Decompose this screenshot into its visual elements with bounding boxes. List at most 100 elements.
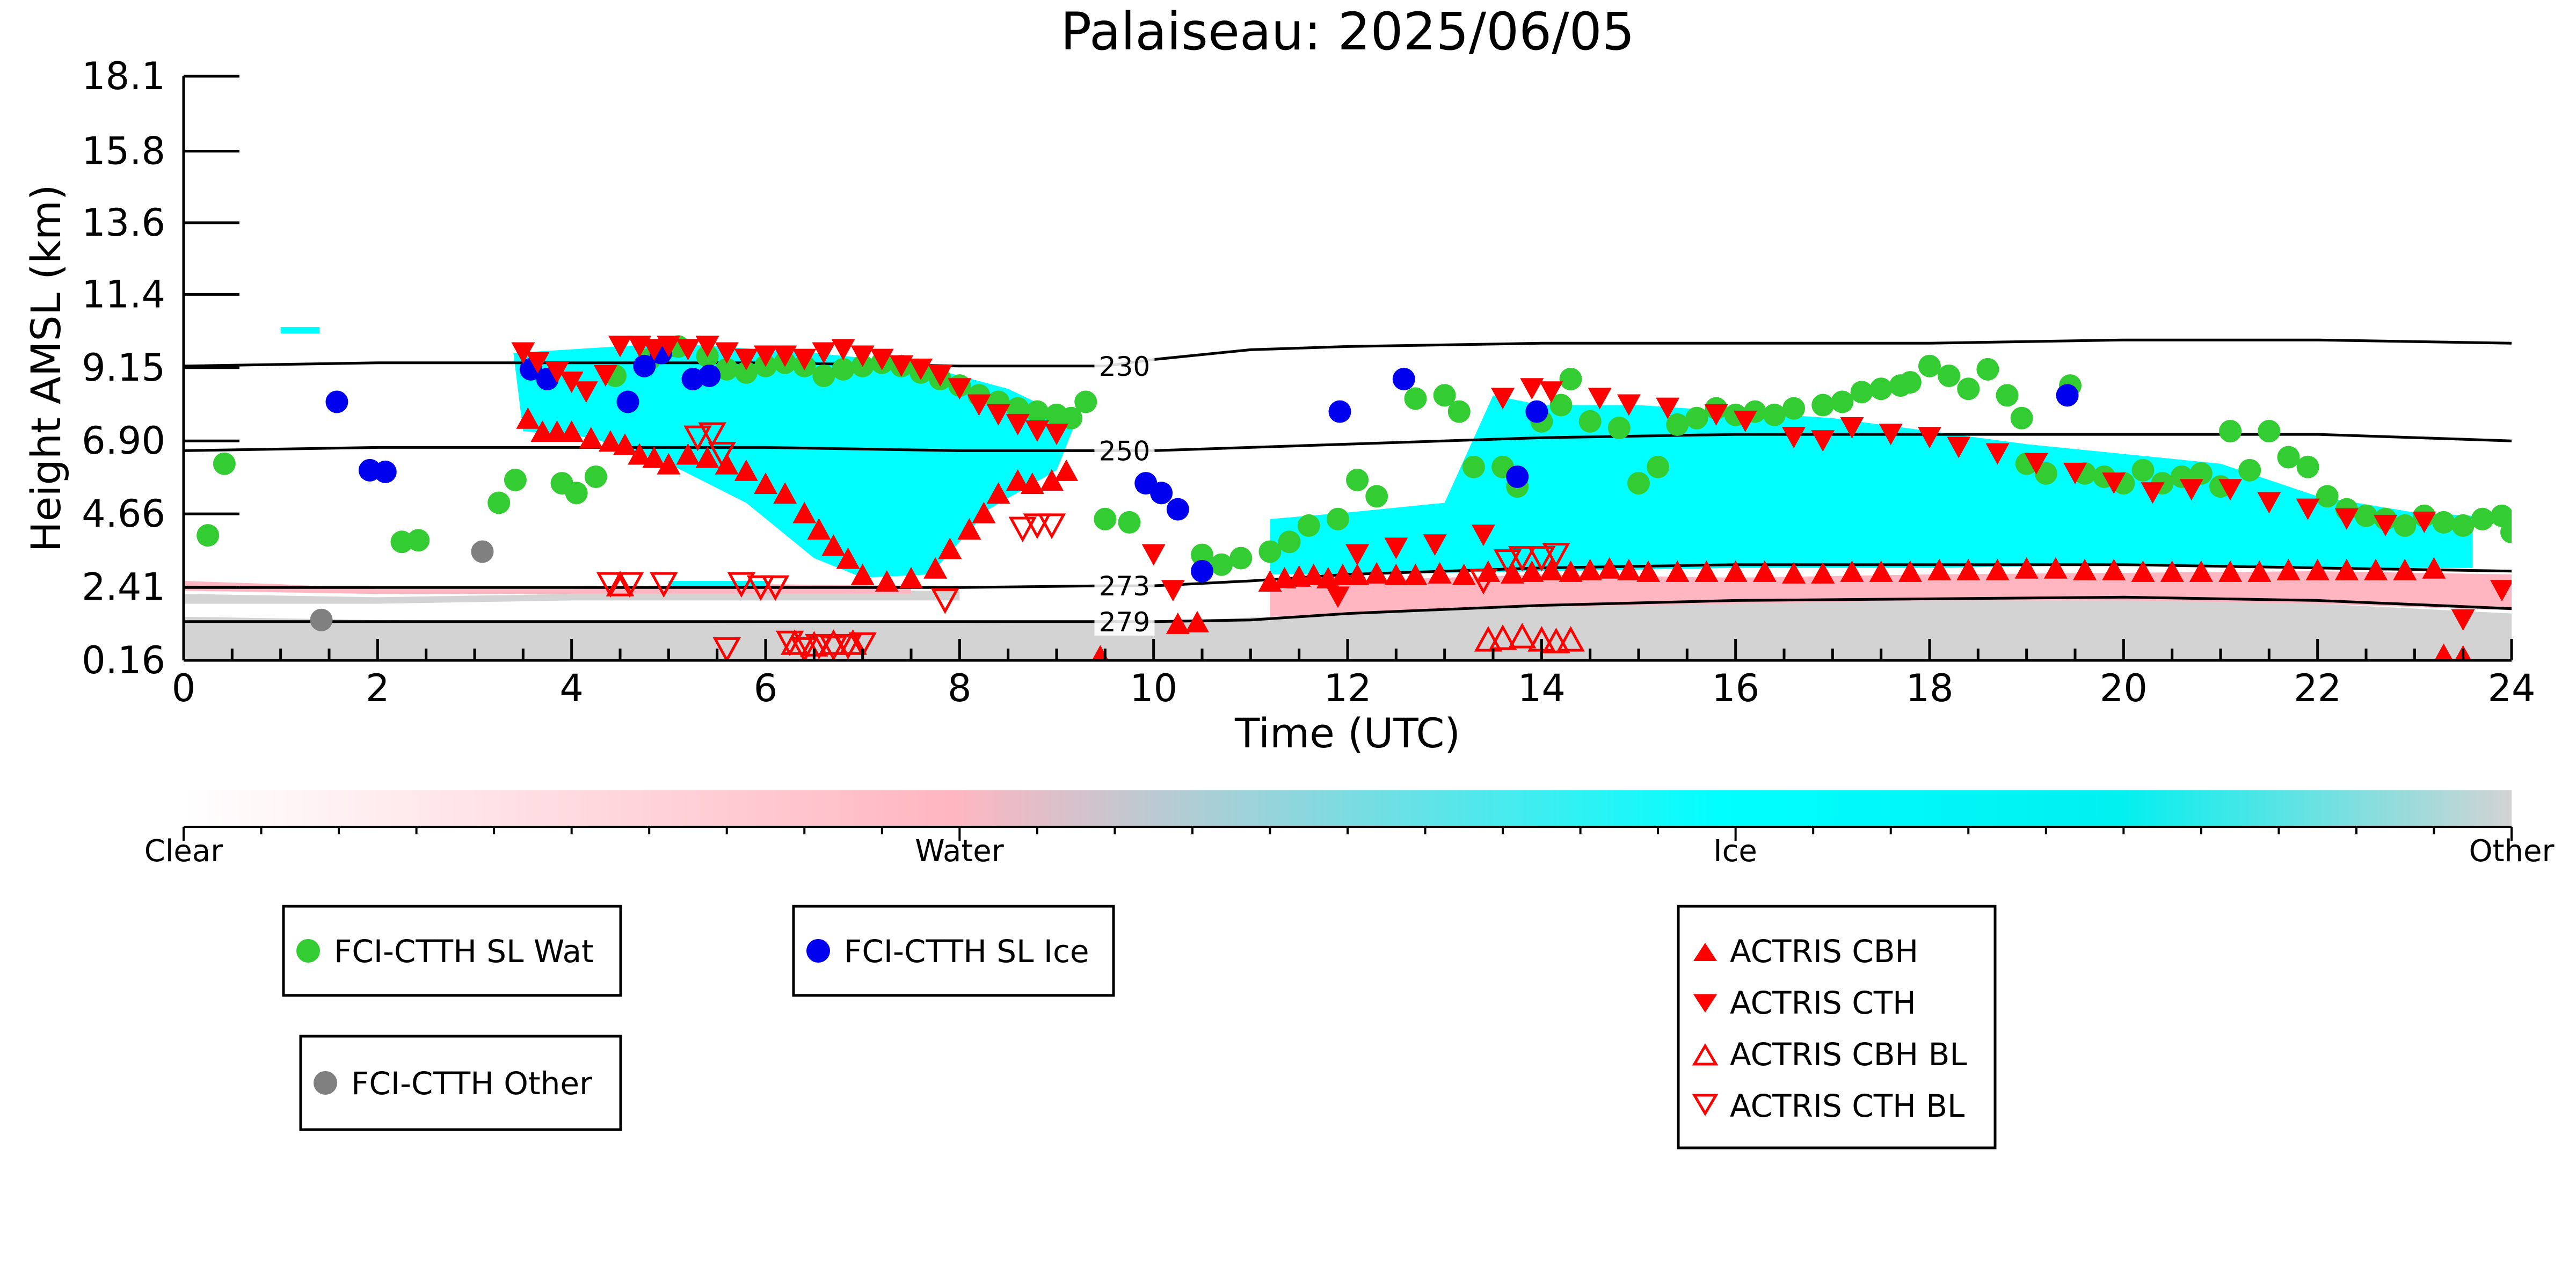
data-point [676, 443, 700, 465]
data-point [650, 572, 678, 598]
data-point [1384, 537, 1408, 559]
legend-cth-bl-marker [1692, 1094, 1719, 1116]
data-point [1840, 560, 1864, 582]
data-point [1023, 513, 1052, 540]
data-point [819, 635, 848, 660]
data-point [2010, 406, 2033, 430]
data-point [2296, 498, 2320, 520]
data-point [615, 572, 644, 598]
colorbar-ticks [183, 827, 2513, 841]
data-point [374, 460, 397, 483]
data-point [834, 634, 862, 660]
data-point [1694, 560, 1719, 582]
data-point [1074, 390, 1097, 413]
contour-250 [184, 433, 2512, 452]
data-point [790, 637, 819, 660]
ice-region-small [280, 326, 319, 334]
colorbar [184, 790, 2512, 827]
data-point [715, 342, 739, 364]
data-point [1763, 403, 1786, 426]
data-point [986, 482, 1010, 504]
x-tick-label: 14 [1518, 666, 1566, 710]
y-tick-label: 15.8 [82, 129, 165, 173]
data-point [2218, 479, 2243, 501]
temperature-contours: 230 250 273 279 [184, 338, 2512, 638]
data-point [1811, 430, 1835, 452]
data-point [923, 557, 948, 579]
data-point [1947, 436, 1971, 459]
contour-label-279: 279 [1099, 607, 1150, 638]
other-region-upper [184, 591, 960, 604]
data-point [1647, 455, 1670, 478]
data-point [2334, 558, 2359, 580]
y-tick-label: 9.15 [82, 346, 165, 390]
colorbar-label-ice: Ice [1713, 834, 1757, 869]
data-point [616, 390, 639, 413]
data-point [1506, 465, 1529, 488]
data-point [676, 339, 700, 361]
colorbar-label-other: Other [2469, 834, 2555, 869]
data-point [1006, 413, 1030, 435]
legend-cbh-bl-marker [1692, 1043, 1719, 1066]
data-point [593, 365, 617, 387]
data-point [2131, 459, 2155, 482]
data-point [1045, 424, 1068, 446]
data-point [698, 364, 721, 387]
contour-label-bg [1094, 570, 1155, 600]
data-point [559, 420, 584, 442]
legend-ice-marker [806, 939, 830, 963]
data-point [1927, 558, 1952, 580]
data-point [526, 352, 550, 374]
data-point [584, 465, 607, 488]
data-point [773, 345, 797, 367]
data-point [2257, 492, 2281, 514]
data-point [1520, 560, 1544, 582]
data-point [1559, 560, 1583, 582]
data-point [2218, 560, 2243, 582]
chart-title: Palaiseau: 2025/06/05 [1060, 2, 1635, 62]
data-point [1345, 563, 1370, 585]
data-point [1542, 543, 1570, 569]
data-point [1150, 482, 1173, 505]
data-point [2034, 462, 2057, 485]
legend-cth-bl-label: ACTRIS CTH BL [1730, 1088, 1964, 1124]
data-point [598, 430, 622, 452]
data-point [746, 575, 775, 601]
data-point [1578, 558, 1602, 580]
legend-other-marker [314, 1071, 337, 1095]
colorbar-label-clear: Clear [144, 834, 223, 869]
data-point [1326, 507, 1349, 530]
data-point [1578, 410, 1602, 433]
x-tick-label: 2 [366, 666, 390, 710]
data-point [2490, 504, 2512, 527]
data-point [1423, 534, 1447, 556]
contour-label-250: 250 [1099, 435, 1150, 467]
data-point [2238, 459, 2261, 482]
data-point [1469, 569, 1498, 595]
data-point [1617, 558, 1641, 580]
data-point [1918, 427, 1941, 449]
data-point [2305, 558, 2330, 580]
data-point [1054, 459, 1079, 481]
data-point [683, 425, 712, 452]
data-point [1666, 413, 1689, 436]
data-point [1404, 387, 1427, 410]
data-point [1588, 388, 1612, 410]
data-point [805, 634, 833, 660]
data-point [1141, 544, 1166, 566]
data-point [1039, 469, 1064, 491]
x-tick-label: 24 [2487, 666, 2535, 710]
data-point [2276, 558, 2301, 580]
legend-cbh-marker [1693, 943, 1717, 961]
data-point [754, 345, 777, 367]
data-point [1474, 626, 1503, 652]
data-point [1210, 553, 1233, 576]
data-point [504, 469, 527, 492]
data-point [1782, 562, 1806, 584]
data-point [2179, 479, 2203, 501]
data-point [695, 446, 719, 468]
legend-cth-marker [1693, 994, 1717, 1013]
data-point [1985, 443, 2010, 465]
data-point [1542, 628, 1570, 653]
